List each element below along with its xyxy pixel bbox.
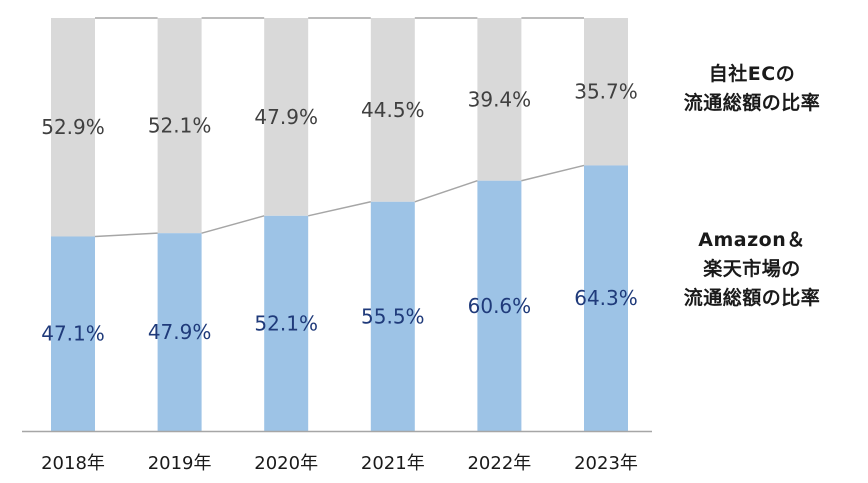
connector-boundary-3 [414, 180, 478, 203]
legend-own-ec-line-1: 自社ECの [708, 63, 796, 85]
bar-marketplace-2023年 [584, 165, 628, 432]
bar-own-ec-2019年 [157, 18, 202, 234]
x-tick-label-2020年: 2020年 [254, 453, 318, 474]
connector-boundary-2 [308, 201, 371, 217]
label-marketplace-2019年: 47.9% [148, 320, 212, 344]
x-tick-label-2021年: 2021年 [361, 453, 425, 474]
bar-own-ec-2021年 [370, 18, 415, 202]
legend-marketplace-line-3: 流通総額の比率 [683, 287, 821, 309]
x-tick-label-2018年: 2018年 [41, 453, 105, 474]
label-marketplace-2023年: 64.3% [574, 286, 638, 310]
label-marketplace-2021年: 55.5% [361, 304, 425, 328]
bar-own-ec-2022年 [477, 18, 522, 181]
legend-marketplace: Amazon＆ 楽天市場の 流通総額の比率 [652, 226, 852, 313]
label-own-ec-2018年: 52.9% [41, 115, 105, 139]
label-marketplace-2020年: 52.1% [254, 311, 318, 335]
x-tick-label-2019年: 2019年 [148, 453, 212, 474]
bar-own-ec-2023年 [584, 18, 628, 166]
legend-own-ec-line-2: 流通総額の比率 [683, 92, 821, 114]
bar-marketplace-2018年 [51, 236, 95, 431]
label-own-ec-2022年: 39.4% [468, 87, 532, 111]
bar-marketplace-2019年 [157, 233, 202, 431]
connector-boundary-0 [94, 232, 158, 238]
bar-marketplace-2022年 [477, 180, 522, 431]
label-own-ec-2021年: 44.5% [361, 98, 425, 122]
legend-marketplace-line-2: 楽天市場の [703, 258, 801, 280]
x-tick-label-2022年: 2022年 [467, 453, 531, 474]
label-own-ec-2023年: 35.7% [574, 80, 638, 104]
label-marketplace-2018年: 47.1% [41, 322, 105, 346]
bar-own-ec-2018年 [51, 18, 95, 237]
legend-own-ec: 自社ECの 流通総額の比率 [652, 60, 852, 118]
legend-marketplace-line-1: Amazon＆ [698, 229, 806, 251]
x-tick-label-2023年: 2023年 [574, 453, 638, 474]
connector-boundary-4 [521, 164, 585, 182]
bar-marketplace-2020年 [264, 215, 309, 431]
label-marketplace-2022年: 60.6% [468, 294, 532, 318]
label-own-ec-2020年: 47.9% [254, 105, 318, 129]
connector-boundary-1 [201, 215, 265, 234]
bar-marketplace-2021年 [370, 201, 415, 431]
label-own-ec-2019年: 52.1% [148, 114, 212, 138]
bar-own-ec-2020年 [264, 18, 309, 216]
